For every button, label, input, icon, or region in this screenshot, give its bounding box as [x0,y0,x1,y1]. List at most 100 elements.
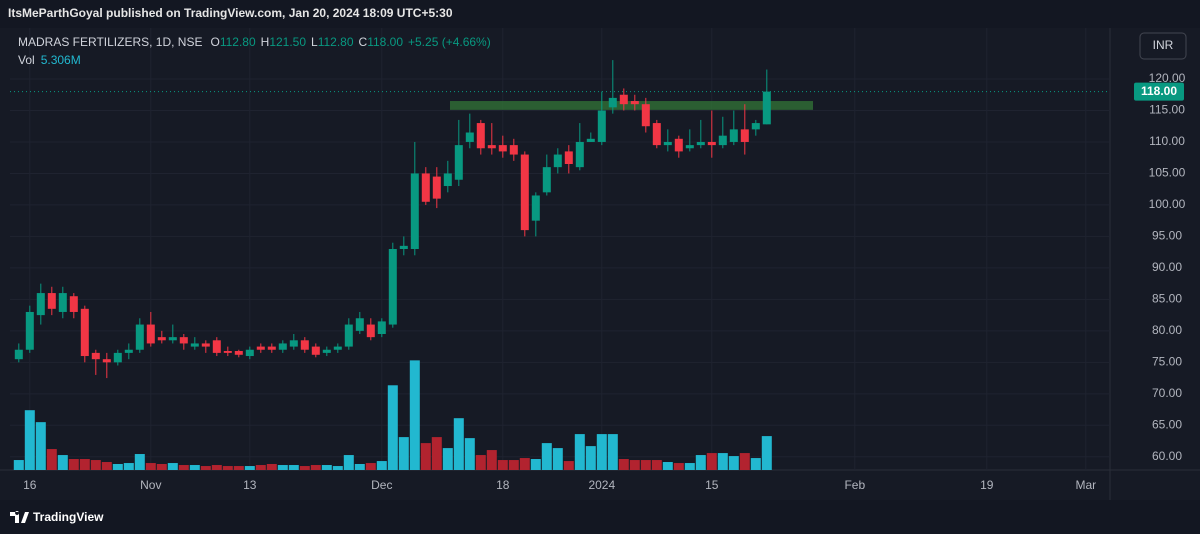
candle-body [707,141,716,146]
volume-bar [68,459,79,470]
volume-bar [90,460,101,470]
volume-bar [46,449,57,470]
candle-body [80,308,89,357]
candle-body [674,138,683,152]
x-tick-label: 13 [243,478,257,492]
candle-body [564,151,573,164]
volume-bar [343,455,354,470]
candle-body [278,343,287,350]
volume-bar [277,465,288,470]
volume-bar [211,465,222,470]
volume-bar [79,459,90,470]
volume-bar [365,463,376,470]
last-price-label: 118.00 [1141,84,1177,98]
volume-bar [585,446,596,470]
symbol: MADRAS FERTILIZERS, 1D, NSE [18,35,202,49]
volume-bar [684,463,695,470]
readout-key: L [311,35,318,49]
volume-bar [57,455,68,470]
y-tick-label: 110.00 [1149,134,1185,148]
currency-button[interactable] [1139,32,1187,60]
volume-bar [123,463,134,470]
candle-body [377,321,386,334]
volume-bar [695,455,706,470]
candle-body [25,311,34,350]
volume-bar [134,454,145,470]
candle-body [355,318,364,331]
x-tick-label: Nov [140,478,161,492]
grid [10,28,1110,470]
candle-body [333,346,342,350]
readout-value: 112.80 [220,35,256,49]
y-tick-label: 105.00 [1149,166,1186,180]
volume-bar [145,463,156,470]
candle-body [234,351,243,355]
x-tick-label: 16 [23,478,37,492]
candle-body [454,145,463,180]
volume-bar [651,460,662,470]
volume-bar [420,443,431,470]
candle-body [597,110,606,142]
volume-bar [442,448,453,470]
volume-bar [266,463,277,470]
y-tick-label: 90.00 [1152,260,1182,274]
candle-body [751,123,760,130]
volume-bar [761,436,772,470]
candle-body [729,129,738,142]
y-tick-label: 115.00 [1149,103,1185,117]
readout-value: 121.50 [269,35,306,49]
volume-bar [750,458,761,470]
volume-bar [530,459,541,470]
candle-body [432,176,441,199]
change: +5.25 (+4.66%) [408,35,491,49]
volume-bar [288,465,299,470]
candle-body [421,173,430,202]
candle-body [520,154,529,231]
volume-bar [717,453,728,470]
candle-body [146,324,155,344]
candle-body [135,324,144,350]
volume-bar [398,437,409,470]
candle-body [69,296,78,312]
candle-body [542,167,551,193]
candle-body [124,349,133,353]
y-tick-label: 70.00 [1152,386,1182,400]
volume-bar [464,438,475,470]
candle-body [245,349,254,357]
candle-body [223,351,232,353]
candle-body [58,293,67,312]
candle-body [476,123,485,149]
candle-body [157,337,166,341]
candle-body [113,352,122,363]
y-tick-label: 120.00 [1149,71,1186,85]
volume-bar [222,466,233,470]
candle-body [322,349,331,353]
x-tick-label: Mar [1075,478,1096,492]
candle-body [267,346,276,350]
volume-bar [640,460,651,470]
candle-body [465,132,474,142]
legend: MADRAS FERTILIZERS, 1D, NSE O112.80 H121.5… [18,35,491,49]
volume-bar [112,463,123,470]
candle-body [663,141,672,146]
volume-bar [563,461,574,470]
volume-bar [519,458,530,470]
candle-body [289,340,298,347]
volume-bar [453,418,464,470]
volume-bar [662,462,673,470]
candle-body [575,141,584,168]
candle-body [762,91,771,125]
volume-bar [486,450,497,470]
x-tick-label: 18 [496,478,510,492]
volume-bar [24,410,35,470]
y-tick-label: 100.00 [1149,197,1186,211]
y-tick-label: 75.00 [1152,355,1182,369]
volume-legend: Vol 5.306M [18,53,81,67]
volume-bar [200,466,211,470]
candle-body [366,324,375,338]
candle-body [201,343,210,347]
volume-bar [299,466,310,470]
volume-bar [706,453,717,470]
volume-bar [673,463,684,470]
